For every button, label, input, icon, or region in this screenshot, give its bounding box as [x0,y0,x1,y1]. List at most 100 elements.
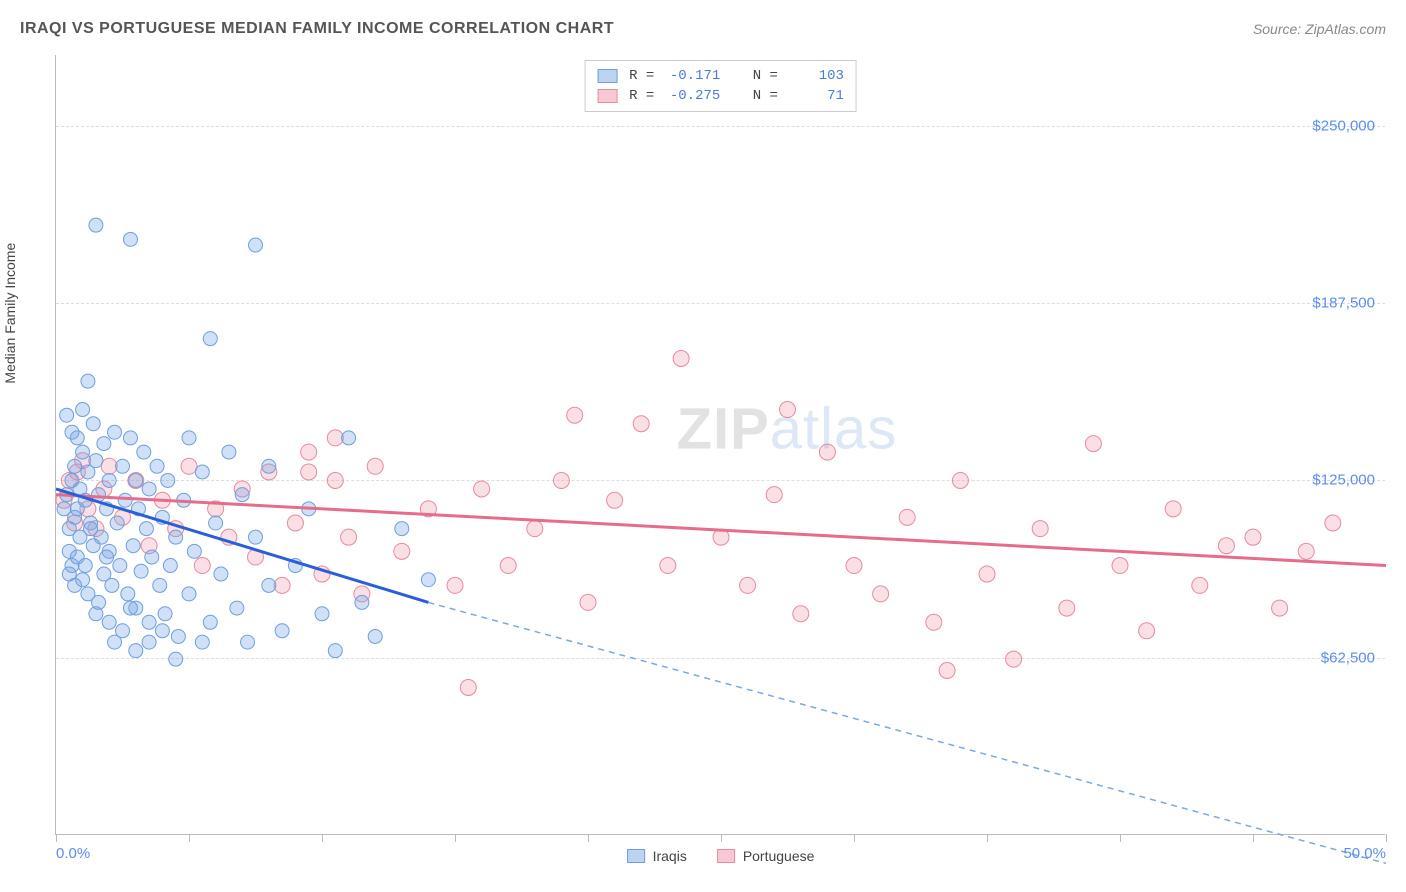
point-iraqis [222,445,236,459]
point-iraqis [315,607,329,621]
point-iraqis [182,431,196,445]
legend-item-iraqis: Iraqis [627,848,687,864]
trend-iraqis-extrapolated [428,602,1386,863]
point-iraqis [89,218,103,232]
legend-bottom: Iraqis Portuguese [627,848,815,864]
point-iraqis [137,445,151,459]
y-axis-label: Median Family Income [2,243,18,384]
stats-n-label: N = [753,68,778,84]
point-iraqis [241,635,255,649]
stats-swatch-portuguese [597,89,617,103]
point-iraqis [275,624,289,638]
point-iraqis [118,493,132,507]
point-portuguese [939,662,955,678]
stats-n-iraqis: 103 [790,68,844,84]
point-portuguese [780,402,796,418]
x-tick [1253,834,1254,842]
x-tick [56,834,57,842]
point-iraqis [262,578,276,592]
point-iraqis [86,417,100,431]
stats-row-portuguese: R = -0.275 N = 71 [597,86,844,106]
point-iraqis [60,408,74,422]
point-iraqis [169,652,183,666]
point-portuguese [660,558,676,574]
point-portuguese [926,614,942,630]
point-iraqis [195,465,209,479]
point-portuguese [341,529,357,545]
point-iraqis [116,459,130,473]
point-iraqis [195,635,209,649]
legend-swatch-iraqis [627,849,645,863]
point-portuguese [567,407,583,423]
point-iraqis [153,578,167,592]
point-portuguese [1245,529,1261,545]
point-portuguese [1165,501,1181,517]
point-iraqis [262,459,276,473]
point-iraqis [76,445,90,459]
point-iraqis [249,238,263,252]
point-portuguese [367,458,383,474]
point-portuguese [287,515,303,531]
point-iraqis [209,516,223,530]
point-iraqis [81,374,95,388]
point-iraqis [203,332,217,346]
point-iraqis [105,578,119,592]
point-portuguese [1032,521,1048,537]
stats-r-iraqis: -0.171 [666,68,720,84]
point-iraqis [214,567,228,581]
point-portuguese [1059,600,1075,616]
point-portuguese [447,577,463,593]
point-iraqis [123,232,137,246]
x-tick-label-first: 0.0% [56,845,90,862]
point-iraqis [108,425,122,439]
point-iraqis [249,530,263,544]
point-portuguese [181,458,197,474]
point-portuguese [607,492,623,508]
point-iraqis [68,459,82,473]
point-iraqis [145,550,159,564]
x-tick-label-last: 50.0% [1343,845,1386,862]
point-portuguese [873,586,889,602]
point-portuguese [394,543,410,559]
stats-n-label: N = [753,88,778,104]
x-tick [987,834,988,842]
point-portuguese [793,606,809,622]
chart-container: IRAQI VS PORTUGUESE MEDIAN FAMILY INCOME… [0,0,1406,892]
point-iraqis [102,615,116,629]
point-iraqis [68,578,82,592]
chart-title: IRAQI VS PORTUGUESE MEDIAN FAMILY INCOME… [20,20,614,38]
point-iraqis [230,601,244,615]
point-iraqis [142,615,156,629]
point-iraqis [100,550,114,564]
point-portuguese [101,458,117,474]
point-portuguese [1139,623,1155,639]
point-iraqis [203,615,217,629]
point-iraqis [113,559,127,573]
point-iraqis [139,522,153,536]
stats-r-label: R = [629,68,654,84]
point-iraqis [142,635,156,649]
stats-swatch-iraqis [597,69,617,83]
x-tick [322,834,323,842]
x-tick [854,834,855,842]
point-iraqis [97,437,111,451]
x-tick [721,834,722,842]
point-portuguese [740,577,756,593]
point-portuguese [527,521,543,537]
point-portuguese [580,594,596,610]
point-iraqis [126,539,140,553]
point-portuguese [474,481,490,497]
stats-row-iraqis: R = -0.171 N = 103 [597,66,844,86]
point-iraqis [78,559,92,573]
point-iraqis [171,629,185,643]
point-portuguese [1112,558,1128,574]
scatter-svg [56,55,1385,834]
point-portuguese [899,509,915,525]
point-portuguese [673,350,689,366]
point-portuguese [1325,515,1341,531]
point-iraqis [134,564,148,578]
point-iraqis [70,502,84,516]
point-iraqis [65,425,79,439]
legend-swatch-portuguese [717,849,735,863]
point-iraqis [73,530,87,544]
